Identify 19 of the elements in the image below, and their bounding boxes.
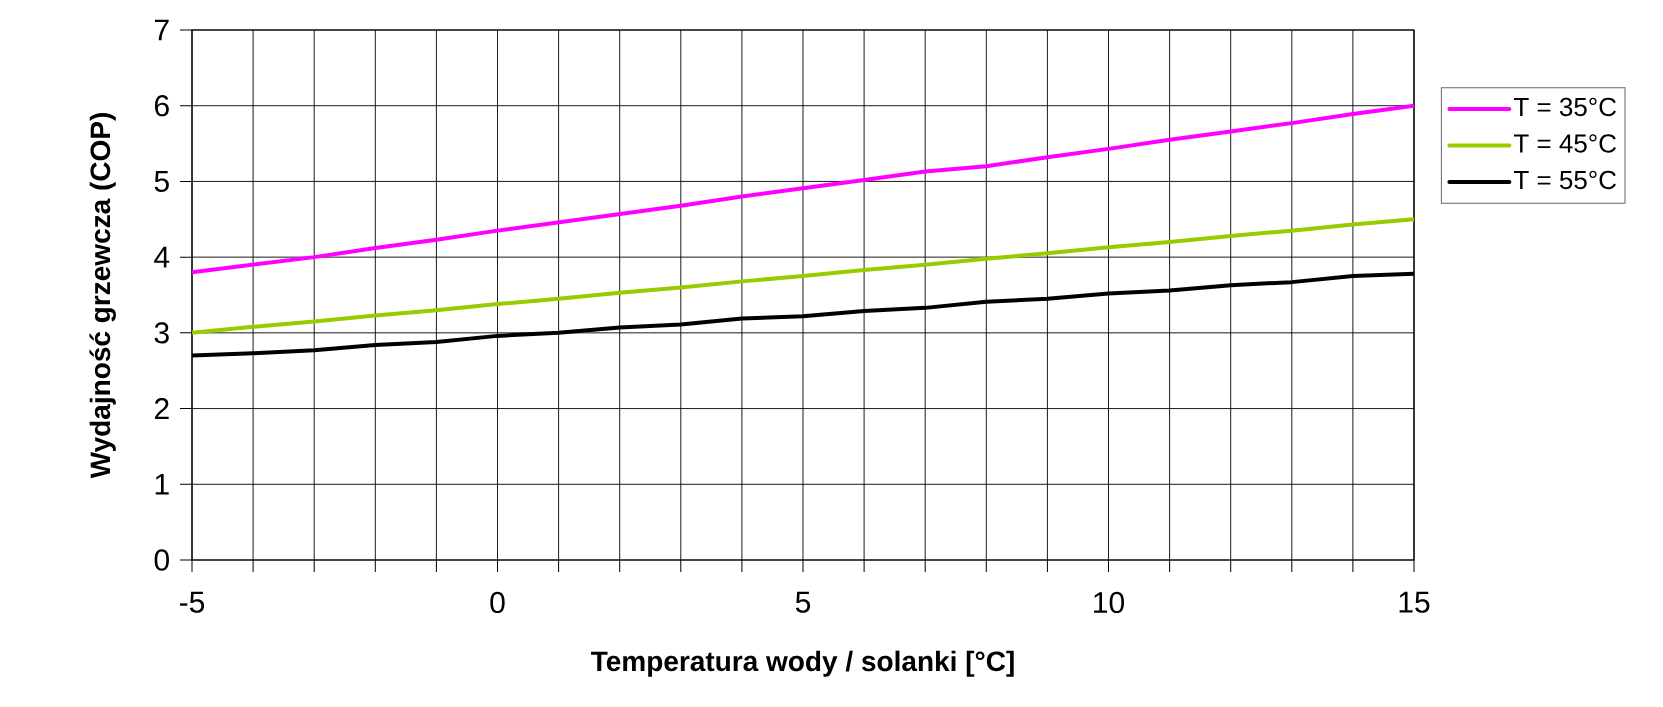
legend-label: T = 35°C: [1513, 97, 1616, 117]
y-tick-label: 0: [154, 549, 169, 571]
x-tick-label: 0: [490, 591, 505, 614]
line-series: [192, 217, 1414, 335]
x-tick-label: -5: [180, 591, 205, 613]
y-tick-label: 6: [154, 95, 169, 117]
x-tick-label: 5: [795, 591, 811, 613]
y-tick-label: 2: [154, 398, 169, 420]
y-axis-title: Wydajność grzewcza (COP): [89, 113, 116, 479]
x-tick-label: 15: [1399, 591, 1430, 613]
y-tick-label: 1: [155, 473, 169, 495]
y-tick-label: 3: [154, 322, 169, 344]
y-tick-label: 5: [154, 170, 169, 192]
x-axis-title: Temperatura wody / solanki [°C]: [591, 650, 1014, 677]
legend-label: T = 45°C: [1513, 134, 1616, 153]
x-tick-label: 10: [1094, 591, 1125, 614]
y-tick-label: 7: [154, 19, 169, 41]
legend-label: T = 55°C: [1513, 170, 1616, 190]
y-tick-label: 4: [154, 246, 170, 268]
